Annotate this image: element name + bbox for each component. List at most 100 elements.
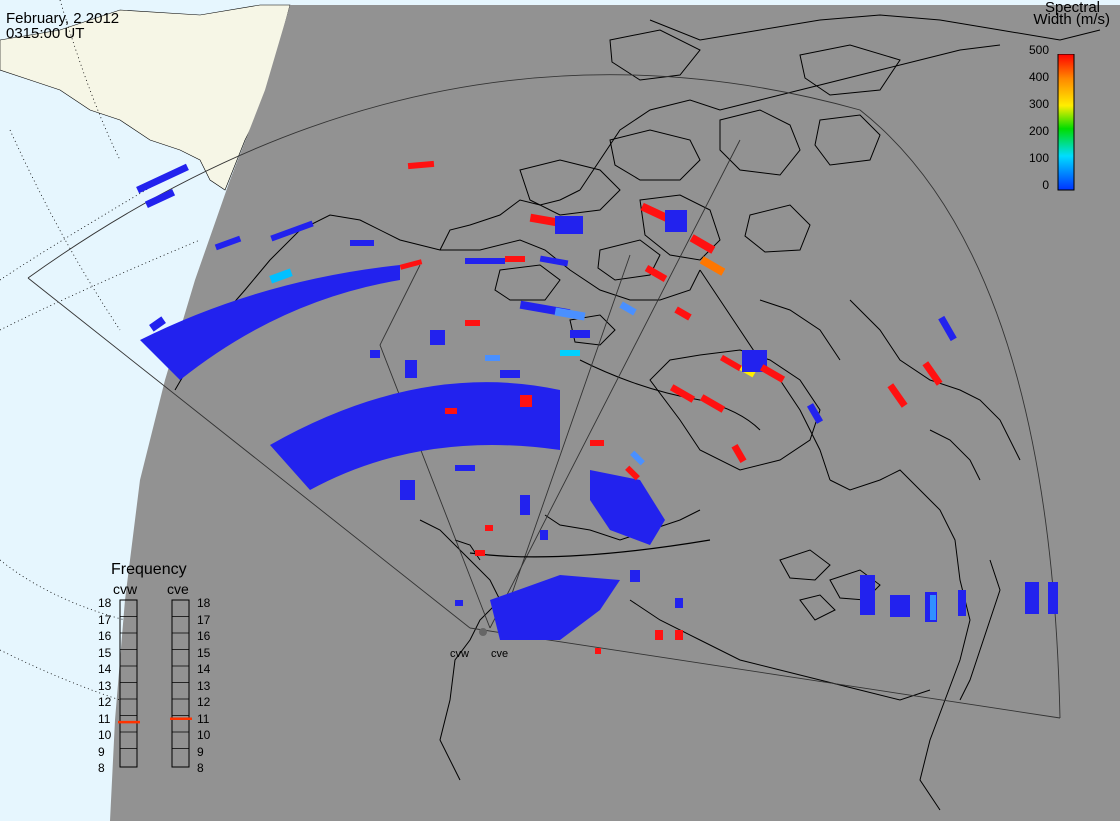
echo-cell (555, 216, 583, 234)
echo-cell (887, 383, 908, 408)
echo-cell (625, 465, 640, 481)
echo-cell (1025, 582, 1039, 614)
echo-cell (539, 255, 569, 267)
frequency-label-right: 18 (197, 596, 211, 610)
radar-label-cvw: cvw (450, 648, 469, 660)
frequency-label-right: 17 (197, 612, 211, 627)
echo-cell (665, 210, 687, 232)
frequency-label-right: 8 (197, 761, 204, 775)
echo-cell (590, 440, 604, 446)
echo-cell (742, 350, 767, 372)
echo-cell (860, 575, 875, 615)
echo-cell (922, 361, 943, 386)
echo-cell (430, 330, 445, 345)
frequency-label-left: 10 (98, 728, 112, 742)
echo-cell (619, 301, 637, 316)
frequency-label-right: 10 (197, 728, 211, 742)
echo-cell (407, 160, 435, 170)
echo-cell (759, 364, 786, 383)
echo-cell (630, 570, 640, 582)
echo-cell (1048, 582, 1058, 614)
graticule (0, 0, 201, 701)
echo-cell (560, 350, 580, 356)
frequency-label-right: 11 (197, 711, 210, 726)
colorbar-tick-label: 500 (1028, 43, 1049, 57)
echo-cell (958, 590, 966, 616)
colorbar-title-line2: Width (m/s) (1033, 11, 1110, 28)
echo-cell (731, 443, 747, 464)
echo-cell (806, 403, 824, 424)
echo-band-north (140, 265, 400, 380)
echo-cell (520, 395, 532, 407)
echo-cell (630, 450, 645, 466)
echo-cell (465, 320, 480, 326)
echo-cell (445, 408, 457, 414)
echo-cell (520, 495, 530, 515)
radar-site-marker (479, 628, 487, 636)
echo-cell (399, 259, 423, 270)
echo-cluster-east (590, 470, 665, 545)
echo-cell (595, 648, 601, 654)
frequency-label-left: 12 (98, 695, 112, 709)
border-line (469, 539, 711, 558)
echo-cell (674, 306, 692, 321)
echo-cell (405, 360, 417, 378)
echo-cell (540, 530, 548, 540)
echo-cell (144, 188, 176, 209)
echo-cell (485, 355, 500, 361)
frequency-label-left: 13 (98, 678, 112, 693)
frequency-label-left: 11 (98, 711, 111, 726)
echo-cell (455, 465, 475, 471)
radar-label-cve: cve (491, 648, 509, 660)
echo-cell (689, 234, 716, 254)
echo-cell (655, 630, 663, 640)
colorbar-tick-label: 400 (1028, 70, 1049, 84)
echo-cell (455, 600, 463, 606)
echo-cell (269, 268, 293, 284)
frequency-label-right: 12 (197, 695, 211, 709)
echo-cell (699, 256, 726, 276)
field-of-view (27, 74, 1061, 719)
colorbar-tick-label: 300 (1028, 97, 1049, 111)
frequency-label-right: 13 (197, 678, 211, 693)
frequency-label-left: 14 (98, 662, 112, 676)
frequency-label-right: 15 (197, 645, 211, 660)
echo-cell (699, 394, 726, 413)
echo-cell (554, 307, 586, 321)
frequency-scale (118, 599, 192, 768)
echo-cell (214, 235, 242, 251)
scatter-echoes (136, 160, 1058, 654)
echo-cell (136, 163, 189, 194)
frequency-label-left: 8 (98, 761, 105, 775)
time-title: 0315:00 UT (6, 25, 85, 42)
frequency-label-left: 15 (98, 645, 112, 660)
frequency-bar-cve (171, 599, 190, 768)
echo-cell (270, 220, 314, 242)
frequency-label-right: 16 (197, 629, 211, 643)
echo-cell (370, 350, 380, 358)
echo-cell (465, 258, 505, 264)
echo-cell (675, 630, 683, 640)
echo-cell (350, 240, 374, 246)
echo-cell (400, 480, 415, 500)
echo-cell (475, 550, 485, 556)
frequency-bar-cvw (119, 599, 138, 768)
echo-cell (149, 316, 166, 332)
night-region (110, 5, 1120, 821)
frequency-label-left: 17 (98, 612, 112, 627)
frequency-title: Frequency (111, 561, 187, 578)
echo-cell (644, 264, 668, 283)
colorbar (1057, 54, 1075, 191)
echo-cell (890, 595, 910, 617)
colorbar-tick-label: 200 (1028, 124, 1049, 138)
echo-cell (930, 595, 936, 620)
colorbar-title-line1: Spectral (1044, 0, 1100, 16)
echo-cell (938, 315, 957, 342)
echo-cell (485, 525, 493, 531)
hudson-bay (649, 299, 841, 471)
frequency-label-cve: cve (167, 581, 189, 597)
echo-cell (500, 370, 520, 378)
frequency-label-right: 14 (197, 662, 211, 676)
frequency-label-left: 16 (98, 629, 112, 643)
